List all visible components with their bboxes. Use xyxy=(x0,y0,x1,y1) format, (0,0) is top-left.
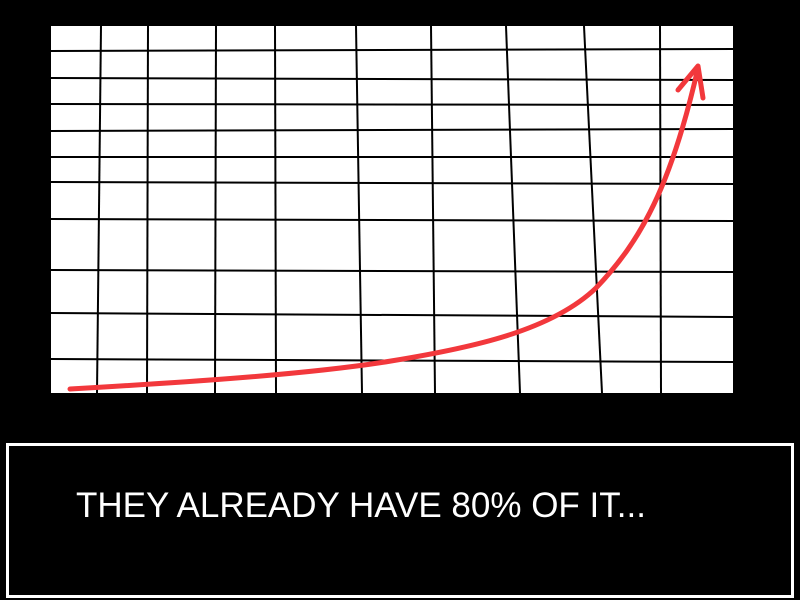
grid-chart xyxy=(51,26,733,393)
grid-horizontal-line xyxy=(51,181,733,185)
grid-horizontal-line xyxy=(51,312,733,318)
grid-horizontal-line xyxy=(51,269,733,273)
grid-vertical-line xyxy=(430,26,436,393)
caption-box: THEY ALREADY HAVE 80% OF IT... xyxy=(6,443,794,598)
grid-vertical-line xyxy=(274,26,277,393)
grid-vertical-line xyxy=(583,26,603,393)
grid-vertical-line xyxy=(214,26,217,393)
grid-horizontal-line xyxy=(51,48,733,52)
grid-vertical-line xyxy=(659,26,662,393)
grid-vertical-line xyxy=(505,26,521,393)
grid-horizontal-line xyxy=(51,218,733,222)
grid-horizontal-line xyxy=(51,103,733,106)
grid-vertical-line xyxy=(355,26,363,393)
grid-horizontal-line xyxy=(51,77,733,81)
grid-vertical-line xyxy=(146,26,149,393)
caption-text: THEY ALREADY HAVE 80% OF IT... xyxy=(76,486,646,525)
grid-vertical-line xyxy=(96,26,102,393)
arrowhead-icon xyxy=(675,63,706,101)
growth-curve xyxy=(67,65,701,392)
chart-svg xyxy=(51,26,733,393)
grid-horizontal-line xyxy=(51,128,733,132)
grid-lines xyxy=(51,26,733,393)
